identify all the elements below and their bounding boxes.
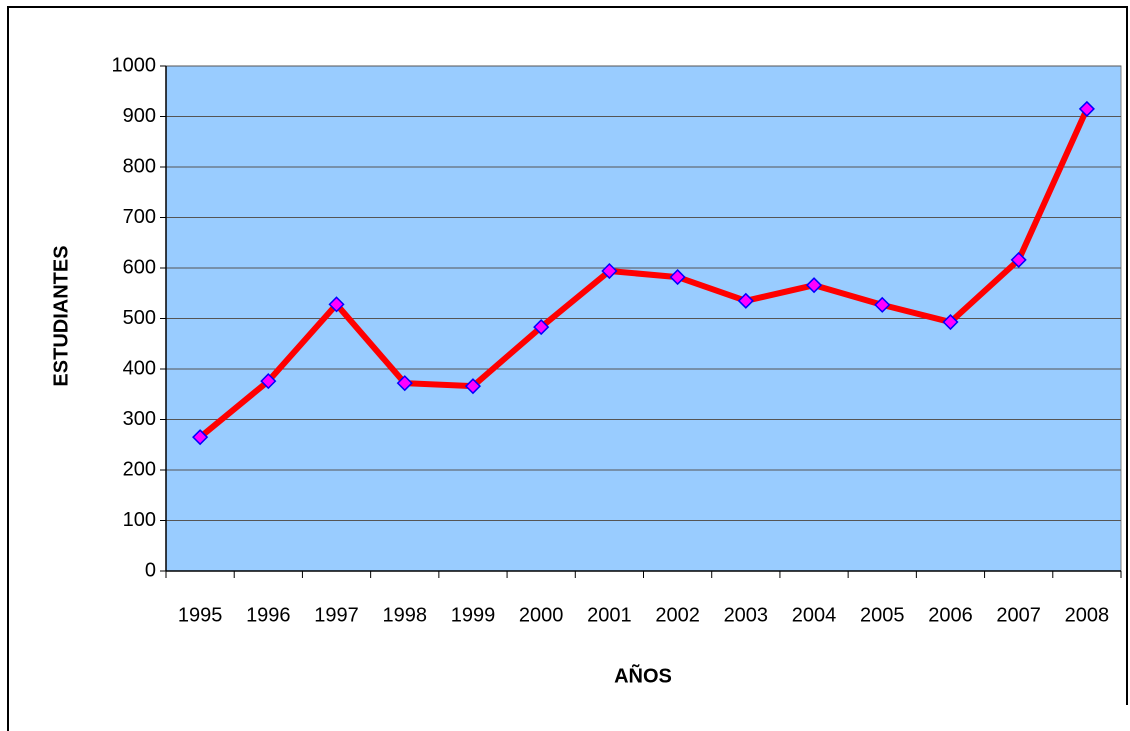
- data-point: [464, 378, 482, 395]
- data-point: [396, 375, 413, 392]
- data-point: [533, 319, 550, 336]
- y-tick-label: 400: [123, 357, 156, 379]
- x-tick-label: 2003: [724, 604, 769, 626]
- x-tick-label: 1997: [314, 604, 359, 626]
- data-point: [1078, 100, 1095, 117]
- x-tick-label: 1999: [451, 604, 496, 626]
- y-tick-label: 900: [123, 105, 156, 127]
- data-point: [942, 313, 959, 331]
- x-axis-label: AÑOS: [614, 664, 672, 687]
- y-tick-label: 800: [123, 155, 156, 177]
- data-point: [601, 262, 618, 280]
- data-point: [737, 292, 754, 309]
- x-tick-label: 2000: [519, 604, 564, 626]
- y-tick-label: 300: [123, 408, 156, 430]
- y-tick-label: 600: [123, 256, 156, 278]
- data-point: [669, 269, 686, 286]
- data-point: [805, 277, 823, 294]
- data-point: [1010, 251, 1027, 268]
- x-tick-label: 2007: [996, 604, 1041, 626]
- x-tick-label: 2006: [928, 604, 973, 626]
- data-point: [328, 296, 345, 313]
- x-tick-label: 2005: [860, 604, 905, 626]
- chart-border: [7, 6, 1128, 731]
- y-tick-label: 700: [123, 206, 156, 228]
- x-tick-label: 1998: [383, 604, 428, 626]
- data-point: [192, 429, 209, 446]
- y-axis-label: ESTUDIANTES: [50, 245, 72, 386]
- y-tick-label: 0: [145, 559, 156, 581]
- y-tick-label: 1000: [112, 54, 157, 76]
- x-tick-label: 1996: [246, 604, 291, 626]
- y-tick-label: 500: [123, 307, 156, 329]
- x-tick-label: 2001: [587, 604, 632, 626]
- y-tick-label: 200: [123, 458, 156, 480]
- data-point: [260, 373, 277, 390]
- y-tick-label: 100: [123, 509, 156, 531]
- data-line: [198, 107, 1090, 440]
- x-tick-label: 1995: [178, 604, 223, 626]
- data-point: [874, 296, 891, 313]
- x-tick-label: 2002: [655, 604, 700, 626]
- x-tick-label: 2004: [792, 604, 837, 626]
- x-tick-label: 2008: [1065, 604, 1110, 626]
